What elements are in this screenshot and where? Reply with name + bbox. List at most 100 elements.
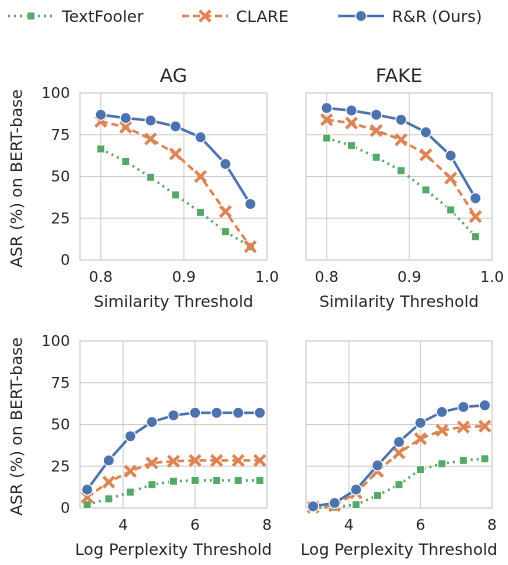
x-tick-label: 4 (344, 516, 354, 534)
data-point (102, 454, 115, 467)
data-point (188, 453, 202, 467)
data-point (457, 400, 470, 413)
data-point (253, 406, 266, 419)
data-point (469, 210, 482, 224)
series-2 (80, 453, 267, 504)
data-point (81, 483, 94, 496)
y-tick-label: 25 (51, 209, 70, 227)
data-point (458, 455, 468, 465)
data-point (435, 423, 449, 437)
data-point (102, 475, 116, 489)
data-point (350, 483, 363, 496)
data-point (144, 114, 157, 127)
data-point (478, 419, 492, 433)
legend-marker (26, 11, 36, 21)
data-point (220, 227, 230, 237)
x-tick-label: 0.9 (397, 268, 421, 286)
data-point (395, 113, 408, 126)
x-axis-label: Similarity Threshold (319, 292, 479, 311)
data-point (373, 490, 383, 500)
legend-marker (198, 9, 212, 23)
x-tick-label: 0.8 (315, 268, 339, 286)
legend-item: R&R (Ours) (338, 7, 482, 26)
data-point (167, 409, 180, 422)
series-3 (320, 102, 482, 205)
data-point (145, 415, 158, 428)
data-point (456, 420, 470, 434)
data-point (123, 464, 137, 478)
data-point (119, 120, 133, 134)
data-point (232, 406, 245, 419)
chart-panel-4: 4 6 8 Log Perplexity Threshold (301, 340, 497, 559)
x-tick-label: 6 (416, 516, 426, 534)
data-point (444, 171, 458, 185)
data-point (210, 406, 223, 419)
x-axis-label: Log Perplexity Threshold (75, 540, 272, 559)
data-point (169, 120, 182, 133)
y-tick-label: 25 (51, 457, 70, 475)
data-point (346, 141, 356, 151)
x-tick-label: 8 (262, 516, 272, 534)
data-point (119, 112, 132, 125)
legend-label: TextFooler (61, 7, 144, 26)
x-tick-label: 0.9 (172, 268, 196, 286)
chart-panel-3: 0 25 50 75 100 4 6 8 Log Perplexity Threshold ASR… (7, 332, 272, 559)
data-point (169, 147, 183, 161)
data-point (419, 148, 433, 162)
series-1 (322, 133, 480, 242)
data-point (328, 496, 341, 509)
y-tick-label: 50 (51, 168, 70, 186)
data-point (219, 157, 232, 170)
data-point (167, 454, 180, 468)
data-point (171, 190, 181, 200)
data-point (469, 192, 482, 205)
series-3 (307, 399, 491, 513)
panel-title: FAKE (376, 65, 423, 87)
y-tick-label: 75 (51, 126, 70, 144)
data-point (415, 465, 425, 475)
data-point (370, 108, 383, 121)
x-tick-label: 1.0 (255, 268, 279, 286)
y-tick-label: 100 (41, 332, 70, 350)
data-point (210, 453, 224, 467)
data-point (307, 500, 320, 513)
y-tick-label: 50 (51, 416, 70, 434)
y-tick-label: 75 (51, 374, 70, 392)
data-point (345, 104, 358, 117)
series-3 (81, 406, 266, 496)
data-point (231, 453, 245, 467)
data-point (322, 133, 332, 143)
data-point (233, 475, 243, 485)
legend-item: TextFooler (8, 7, 144, 26)
legend-label: CLARE (236, 7, 289, 26)
data-point (480, 454, 490, 464)
x-tick-label: 4 (118, 516, 128, 534)
legend-marker (355, 10, 367, 22)
data-point (145, 456, 159, 470)
data-point (446, 205, 456, 215)
data-point (478, 399, 491, 412)
y-tick-label: 0 (60, 251, 70, 269)
data-point (218, 205, 232, 219)
data-point (196, 207, 206, 217)
data-point (104, 494, 114, 504)
series-2 (94, 114, 257, 254)
data-point (190, 475, 200, 485)
legend-label: R&R (Ours) (392, 7, 482, 26)
data-point (125, 487, 135, 497)
data-point (392, 446, 406, 460)
data-point (253, 453, 267, 467)
chart-panel-1: 0 25 50 75 100 0.8 0.9 1.0 AG Similarity Threshol… (7, 65, 279, 311)
data-point (435, 405, 448, 418)
data-point (413, 432, 427, 446)
panel-title: AG (160, 65, 187, 87)
x-tick-label: 8 (487, 516, 497, 534)
data-point (147, 480, 157, 490)
data-point (96, 144, 106, 154)
series-line (86, 459, 260, 499)
data-point (320, 102, 333, 115)
data-point (144, 132, 158, 146)
y-axis-label: ASR (%) on BERT-base (7, 337, 26, 515)
data-point (169, 476, 178, 486)
